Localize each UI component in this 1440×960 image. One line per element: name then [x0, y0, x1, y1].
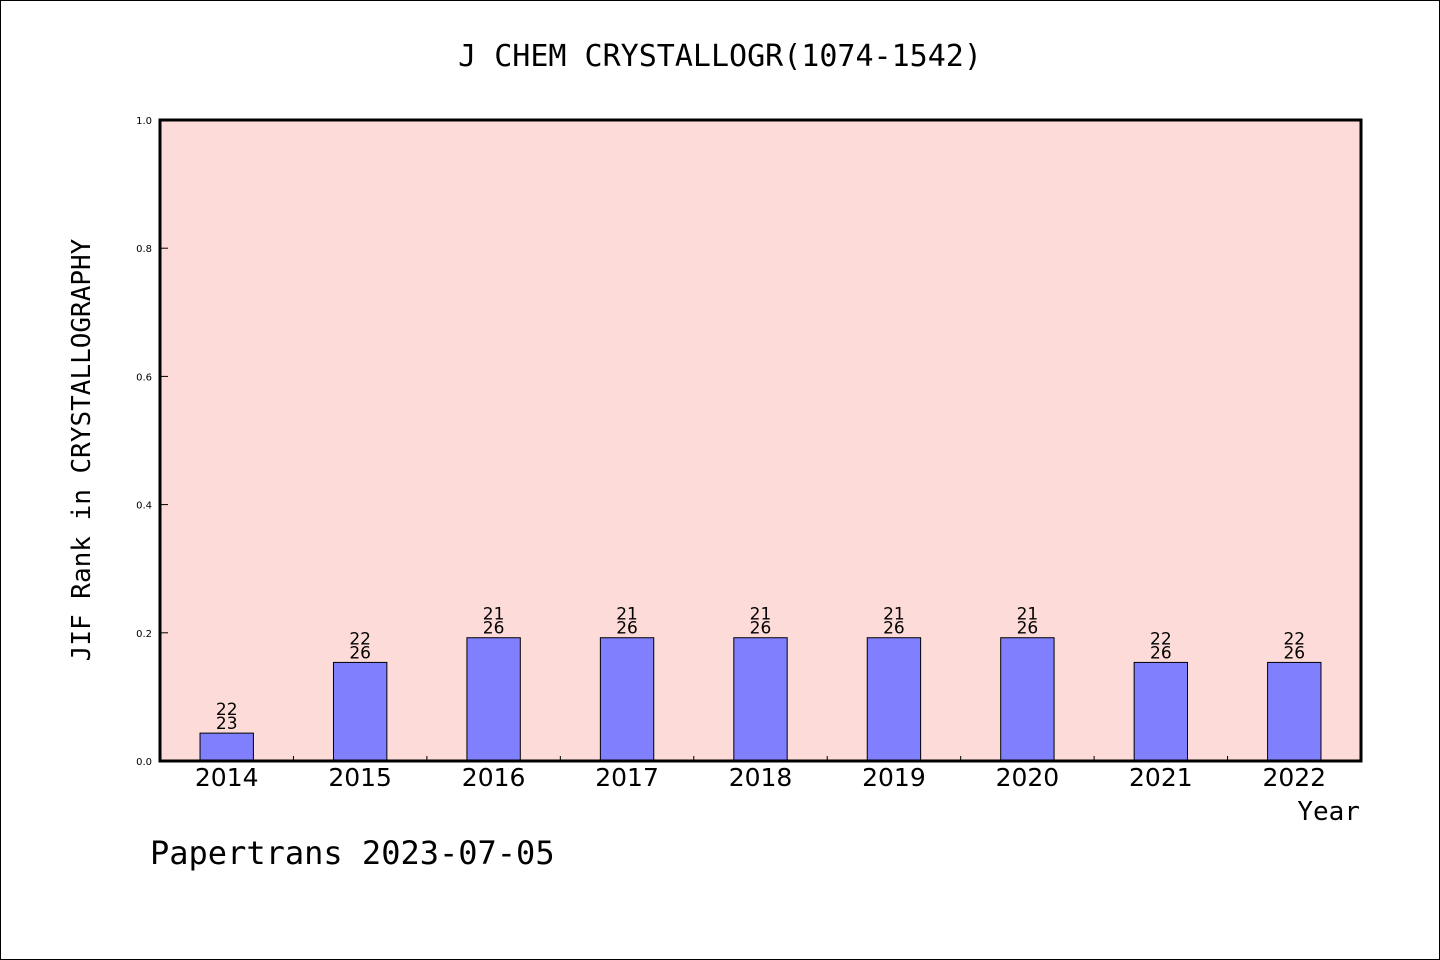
bar-total-label: 26: [349, 643, 371, 663]
x-tick-label: 2016: [462, 763, 526, 792]
bar-rank-label: 22: [1283, 629, 1305, 649]
y-axis-label: JIF Rank in CRYSTALLOGRAPHY: [67, 238, 97, 661]
x-axis: 2014 2015 2016 2017 2018 2019 2020 2021 2022: [195, 756, 1326, 792]
bar-rank-label: 22: [1150, 629, 1172, 649]
bar-2020: [1000, 637, 1055, 762]
bar-rank-label: 21: [616, 605, 638, 625]
bar-2014: [199, 732, 254, 762]
bar-rank-label: 22: [349, 629, 371, 649]
x-tick-label: 2022: [1262, 763, 1326, 792]
y-tick-label: 0.8: [136, 244, 152, 255]
y-tick-label: 1.0: [136, 116, 152, 127]
chart-title: J CHEM CRYSTALLOGR(1074-1542): [458, 39, 982, 74]
watermark-text: Papertrans 2023-07-05: [150, 834, 555, 872]
bar-2018: [733, 637, 788, 762]
y-tick-label: 0.4: [136, 501, 152, 512]
bar-total-label: 26: [483, 619, 505, 639]
bars-group: [199, 637, 1322, 762]
bar-2019: [866, 637, 922, 762]
bar-rank-label: 21: [483, 605, 505, 625]
x-tick-label: 2017: [595, 763, 659, 792]
x-tick-label: 2021: [1129, 763, 1193, 792]
bar-rank-label: 21: [1017, 605, 1039, 625]
bar-total-label: 26: [750, 619, 772, 639]
y-tick-label: 0.0: [136, 757, 152, 768]
x-tick-label: 2014: [195, 763, 259, 792]
x-tick-label: 2020: [996, 763, 1060, 792]
bar-2015: [332, 661, 388, 762]
bar-total-label: 26: [1283, 643, 1305, 663]
bar-total-label: 26: [616, 619, 638, 639]
bar-2022: [1267, 661, 1322, 762]
x-axis-label: Year: [1297, 797, 1360, 827]
bar-2016: [466, 637, 521, 762]
bar-2021: [1133, 661, 1189, 762]
x-tick-label: 2019: [862, 763, 926, 792]
bar-total-label: 26: [1150, 643, 1172, 663]
y-tick-label: 0.6: [136, 372, 152, 383]
bar-total-label: 26: [883, 619, 905, 639]
bar-rank-label: 21: [883, 605, 905, 625]
bar-rank-label: 22: [216, 700, 238, 720]
plot-border: [158, 118, 1363, 763]
bar-2017: [599, 637, 655, 762]
x-tick-label: 2018: [729, 763, 793, 792]
bar-rank-label: 21: [750, 605, 772, 625]
bar-total-label: 26: [1017, 619, 1039, 639]
y-tick-label: 0.2: [136, 629, 152, 640]
bar-total-label: 23: [216, 714, 238, 734]
x-tick-label: 2015: [328, 763, 392, 792]
